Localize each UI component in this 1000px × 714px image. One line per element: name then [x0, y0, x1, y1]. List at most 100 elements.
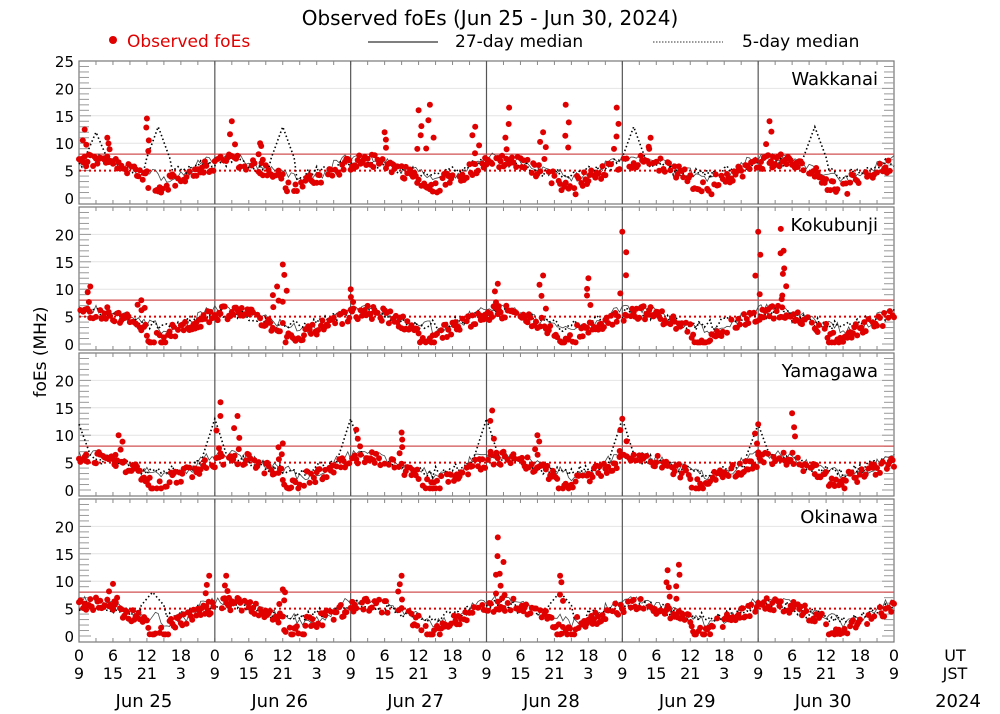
observed-point	[715, 182, 722, 188]
observed-point	[709, 623, 716, 630]
observed-point	[600, 324, 607, 331]
day-label: Jun 25	[115, 691, 173, 712]
observed-point	[84, 458, 91, 465]
observed-point	[608, 161, 614, 168]
observed-point	[399, 444, 406, 451]
observed-point	[671, 163, 678, 170]
observed-point	[387, 308, 394, 315]
observed-point	[257, 315, 264, 322]
jst-tick-label: 21	[137, 664, 157, 683]
observed-point	[575, 625, 582, 631]
jst-tick-label: 9	[210, 664, 220, 683]
ut-tick-label: 18	[850, 646, 870, 665]
observed-point	[168, 616, 174, 622]
observed-point	[862, 328, 869, 335]
observed-point	[371, 459, 378, 466]
jst-tick-label: 3	[312, 664, 322, 683]
observed-point	[490, 435, 497, 442]
observed-point	[612, 460, 619, 467]
observed-point	[724, 329, 730, 336]
observed-point	[493, 449, 500, 456]
observed-point	[683, 467, 689, 474]
station-label: Kokubunji	[791, 215, 878, 236]
observed-point	[156, 478, 163, 485]
observed-point	[217, 399, 224, 406]
observed-point	[282, 628, 289, 635]
observed-point	[258, 143, 265, 149]
observed-point	[312, 479, 319, 486]
observed-point	[234, 413, 241, 419]
observed-point	[589, 620, 596, 627]
observed-point	[572, 478, 579, 485]
observed-point	[213, 427, 220, 434]
observed-point	[289, 631, 296, 638]
observed-point	[738, 167, 745, 174]
observed-point	[408, 610, 415, 617]
y-tick-label: 20	[55, 226, 74, 244]
observed-point	[558, 579, 565, 586]
observed-point	[364, 155, 371, 162]
observed-point	[175, 326, 181, 333]
observed-point	[685, 611, 692, 618]
observed-point	[385, 461, 392, 468]
observed-point	[814, 169, 821, 176]
observed-point	[579, 472, 586, 479]
observed-point	[340, 166, 347, 173]
observed-point	[714, 615, 721, 622]
observed-point	[217, 310, 224, 317]
observed-point	[841, 485, 848, 492]
observed-point	[569, 484, 576, 491]
observed-point	[261, 470, 268, 477]
observed-point	[544, 462, 551, 469]
observed-point	[475, 604, 481, 611]
observed-point	[760, 314, 767, 321]
observed-point	[752, 430, 758, 437]
observed-point	[742, 613, 749, 620]
observed-point	[584, 285, 591, 292]
observed-point	[121, 458, 128, 465]
y-tick-label: 20	[55, 80, 74, 98]
observed-points	[77, 225, 897, 346]
observed-point	[494, 553, 501, 560]
observed-point	[415, 612, 422, 619]
observed-point	[611, 145, 617, 152]
jst-tick-label: 15	[239, 664, 259, 683]
observed-point	[275, 456, 282, 463]
observed-point	[337, 602, 344, 608]
observed-point	[550, 467, 556, 474]
observed-point	[395, 588, 402, 595]
observed-point	[537, 168, 544, 175]
ut-tick-label: 6	[380, 646, 390, 665]
observed-point	[376, 455, 382, 462]
observed-point	[565, 144, 572, 151]
observed-point	[356, 152, 363, 159]
observed-point	[763, 595, 770, 602]
y-tick-label: 15	[55, 254, 74, 272]
observed-point	[183, 620, 190, 627]
observed-point	[739, 173, 746, 180]
observed-point	[469, 132, 476, 139]
observed-point	[742, 458, 749, 465]
observed-point	[183, 174, 190, 180]
observed-point	[370, 164, 377, 170]
y-tick-label: 20	[55, 372, 74, 390]
observed-point	[712, 171, 719, 178]
observed-point	[315, 327, 322, 334]
observed-point	[106, 146, 113, 153]
observed-point	[765, 450, 772, 457]
observed-point	[666, 605, 672, 612]
observed-point	[847, 179, 854, 186]
observed-point	[532, 446, 539, 453]
observed-point	[813, 462, 820, 468]
observed-point	[105, 140, 112, 147]
observed-point	[670, 313, 677, 320]
observed-point	[888, 608, 895, 615]
y-tick-label: 15	[55, 108, 74, 126]
observed-point	[496, 570, 503, 577]
observed-point	[203, 581, 210, 588]
observed-point	[373, 450, 380, 457]
observed-point	[777, 598, 784, 605]
observed-point	[360, 606, 367, 613]
observed-point	[227, 607, 234, 614]
observed-point	[276, 601, 283, 607]
